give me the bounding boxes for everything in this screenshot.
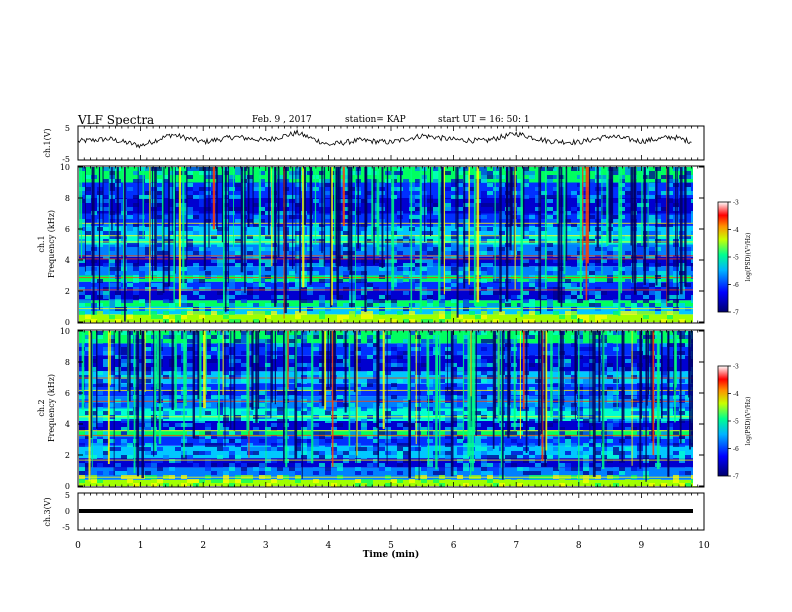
x-tick-label: 4: [326, 541, 332, 551]
x-tick-label: 9: [639, 541, 645, 551]
x-tick-label: 5: [388, 541, 394, 551]
colorbar-tick: -7: [733, 474, 739, 481]
x-tick-label: 7: [513, 541, 519, 551]
ch2-spec-ylabel-ch: ch.2: [37, 399, 46, 416]
ch1-spec-ylabel-freq: Frequency (kHz): [47, 210, 56, 278]
time-axis: 0 1 2 3 4 5 6 7 8 9 10: [75, 126, 710, 551]
colorbar-tick: -5: [733, 255, 739, 262]
colorbar-tick: -3: [733, 364, 739, 371]
x-tick-label: 3: [263, 541, 269, 551]
x-tick-label: 0: [75, 541, 81, 551]
ch3-waveform-line: [79, 509, 693, 513]
ch2-spectrogram-panel: 0 2 4 6 8 10 ch.2 Frequency (kHz): [37, 327, 705, 491]
ch1-ytick--5: -5: [62, 155, 70, 164]
start-time-label: start UT = 16: 50: 1: [438, 115, 530, 125]
colorbar-tick: -4: [733, 227, 739, 234]
ytick-label: 4: [65, 420, 70, 429]
ch2-spec-ylabel-freq: Frequency (kHz): [47, 374, 56, 442]
x-tick-label: 10: [698, 541, 710, 551]
colorbar-tick: -4: [733, 391, 739, 398]
ch1-waveform-panel: 5 -5 ch.1(V): [43, 124, 705, 164]
ytick-label: 4: [65, 256, 70, 265]
colorbar-tick: -5: [733, 419, 739, 426]
ytick-label: 0: [65, 318, 70, 327]
ch2-colorbar: -3 -4 -5 -6 -7 log(PSD)(V²/Hz): [717, 364, 752, 481]
ch2-colorbar-label: log(PSD)(V²/Hz): [745, 397, 752, 446]
ch3-ytick--5: -5: [62, 523, 70, 532]
ch1-ytick-5: 5: [65, 124, 70, 133]
ch1-colorbar: -3 -4 -5 -6 -7 log(PSD)(V²/Hz): [717, 200, 752, 317]
ch3-ylabel: ch.3(V): [43, 497, 52, 526]
ytick-label: 8: [65, 358, 70, 367]
ytick-label: 8: [65, 194, 70, 203]
ytick-label: 0: [65, 482, 70, 491]
date-label: Feb. 9 , 2017: [252, 115, 312, 125]
ch1-spectrogram-image: [79, 167, 704, 323]
ytick-label: 6: [65, 225, 70, 234]
figure-title: VLF Spectra: [78, 113, 155, 127]
x-axis-label: Time (min): [363, 549, 420, 560]
ch1-spectrogram-panel: 0 2 4 6 8 10 ch.1 Frequency (kHz): [37, 163, 705, 327]
colorbar-tick: -6: [733, 282, 739, 289]
station-label: station= KAP: [345, 115, 406, 125]
ch3-waveform-panel: 5 0 -5 ch.3(V): [43, 491, 705, 532]
ch3-ytick-0: 0: [65, 507, 70, 516]
ch2-yticks: 0 2 4 6 8 10: [60, 327, 704, 491]
ch2-spectrogram-image: [79, 331, 704, 487]
ytick-label: 6: [65, 389, 70, 398]
colorbar-tick: -7: [733, 310, 739, 317]
colorbar-tick: -6: [733, 446, 739, 453]
x-tick-label: 8: [576, 541, 582, 551]
x-tick-label: 2: [200, 541, 206, 551]
ytick-label: 10: [60, 163, 70, 172]
x-tick-label: 6: [451, 541, 457, 551]
ch1-ylabel: ch.1(V): [43, 128, 52, 157]
ch1-yticks: 0 2 4 6 8 10: [60, 163, 704, 327]
colorbar-tick: -3: [733, 200, 739, 207]
ytick-label: 2: [65, 451, 70, 460]
x-tick-label: 1: [138, 541, 144, 551]
ch1-spec-ylabel-ch: ch.1: [37, 235, 46, 252]
ytick-label: 10: [60, 327, 70, 336]
ytick-label: 2: [65, 287, 70, 296]
ch1-colorbar-label: log(PSD)(V²/Hz): [745, 233, 752, 282]
ch3-ytick-5: 5: [65, 491, 70, 500]
ch1-waveform-line: [77, 128, 692, 149]
